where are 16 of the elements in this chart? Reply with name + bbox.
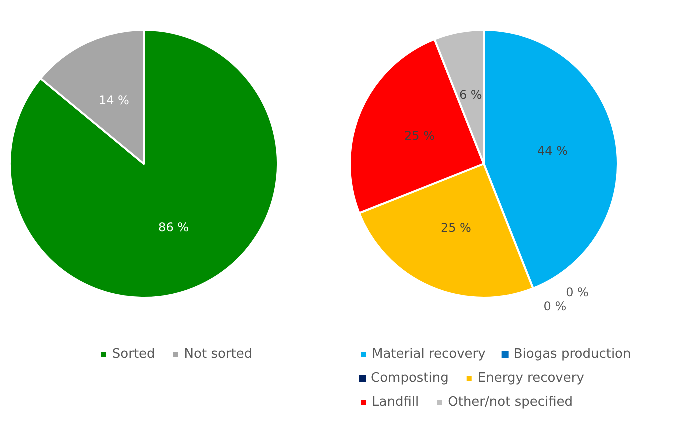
data-label: 14 % <box>98 94 130 108</box>
legend-label: Biogas production <box>514 347 632 362</box>
legend-label: Landfill <box>372 395 420 410</box>
data-label: 86 % <box>158 220 190 234</box>
data-label: 44 % <box>538 144 568 158</box>
data-label: 25 % <box>440 221 472 236</box>
legend-label: Material recovery <box>372 347 486 362</box>
legend-label: Not sorted <box>184 347 253 362</box>
legend-label: Other/not specified <box>448 395 574 410</box>
data-label: 25 % <box>404 129 436 144</box>
data-label: 6 % <box>459 88 482 102</box>
text: 0 % <box>566 285 589 300</box>
legend-label: Composting <box>371 371 449 386</box>
text: 0 % <box>544 299 567 314</box>
legend-label: Sorted <box>112 347 156 362</box>
legend-label: Energy recovery <box>478 371 585 386</box>
